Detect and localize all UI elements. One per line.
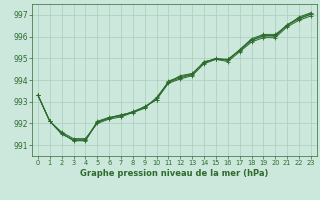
X-axis label: Graphe pression niveau de la mer (hPa): Graphe pression niveau de la mer (hPa)	[80, 169, 268, 178]
